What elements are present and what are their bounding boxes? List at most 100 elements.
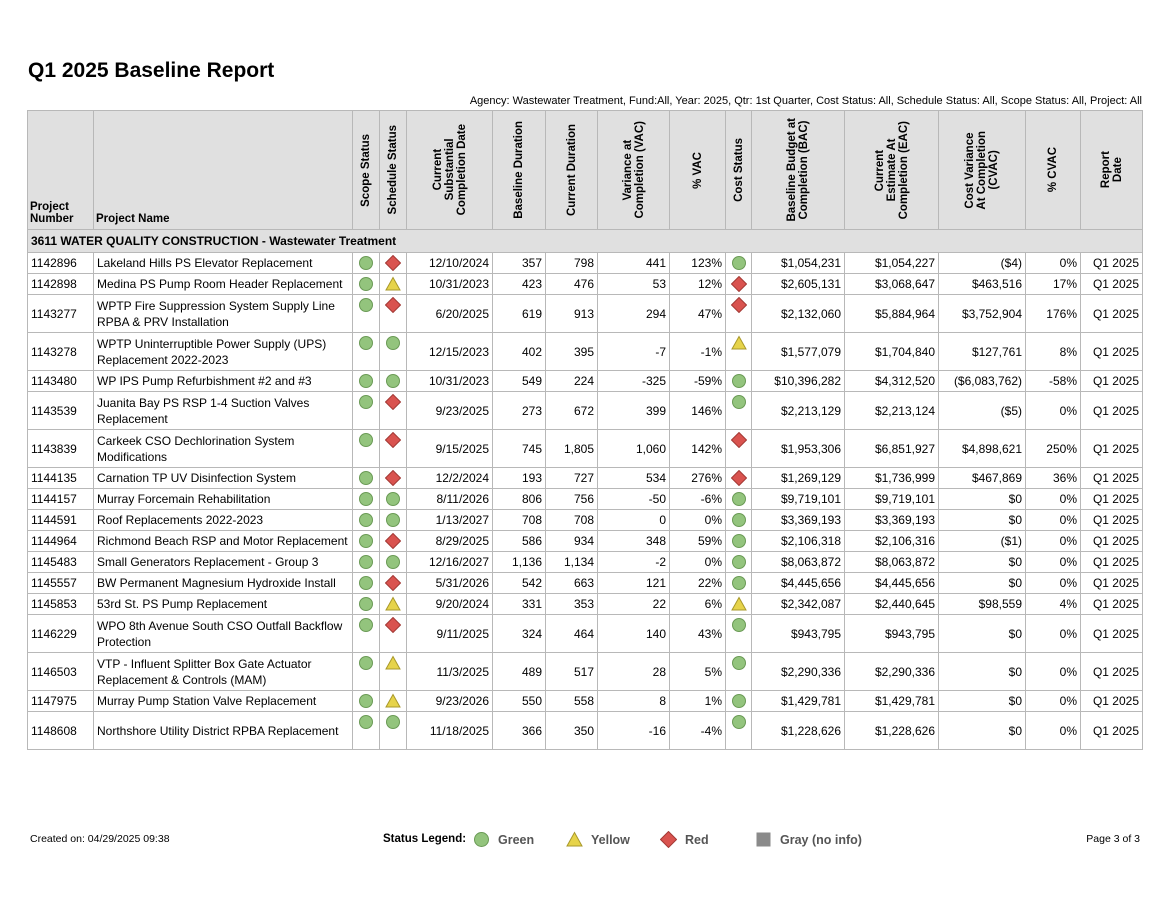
table-cell: $1,228,626 <box>751 711 845 750</box>
status-cell <box>352 273 380 295</box>
table-cell: ($5) <box>938 391 1026 430</box>
status-icon <box>359 395 373 409</box>
status-cell <box>352 572 380 594</box>
table-cell: -325 <box>597 370 670 392</box>
table-cell: 123% <box>669 252 726 274</box>
column-header: Current Duration <box>545 110 598 230</box>
status-icon <box>386 715 400 729</box>
header-line: Current Duration <box>565 124 578 216</box>
table-cell: $6,851,927 <box>844 429 939 468</box>
table-cell: 0% <box>1025 509 1081 531</box>
header-line: Date <box>1111 157 1124 183</box>
table-cell: 9/11/2025 <box>406 614 493 653</box>
table-cell: $2,213,124 <box>844 391 939 430</box>
table-cell: 0% <box>1025 572 1081 594</box>
table-cell: 619 <box>492 294 546 333</box>
table-cell: 9/23/2025 <box>406 391 493 430</box>
table-cell: 0% <box>1025 530 1081 552</box>
table-cell: 550 <box>492 690 546 712</box>
status-icon <box>359 256 373 270</box>
table-cell: $3,752,904 <box>938 294 1026 333</box>
legend-icon <box>755 831 772 851</box>
status-cell <box>725 509 752 531</box>
column-header: Project Number <box>27 110 94 230</box>
header-line: Current <box>873 149 886 191</box>
status-icon <box>359 433 373 447</box>
table-cell: 1% <box>669 690 726 712</box>
status-cell <box>379 509 407 531</box>
table-cell: $0 <box>938 690 1026 712</box>
table-cell: 1142898 <box>27 273 94 295</box>
header-line: Substantial <box>443 139 456 201</box>
status-icon <box>756 832 771 847</box>
table-cell: 146% <box>669 391 726 430</box>
table-cell: $1,704,840 <box>844 332 939 371</box>
table-cell: Q1 2025 <box>1080 551 1143 573</box>
status-cell <box>725 593 752 615</box>
table-cell: $1,054,227 <box>844 252 939 274</box>
table-cell: -58% <box>1025 370 1081 392</box>
table-cell: 11/3/2025 <box>406 652 493 691</box>
table-cell: $9,719,101 <box>844 488 939 510</box>
table-row: 1145853 53rd St. PS Pump Replacement 9/20/… <box>27 593 1143 615</box>
table-cell: 558 <box>545 690 598 712</box>
table-cell: 0% <box>1025 391 1081 430</box>
table-cell: Q1 2025 <box>1080 509 1143 531</box>
table-cell: 250% <box>1025 429 1081 468</box>
table-cell: 350 <box>545 711 598 750</box>
table-cell: $4,445,656 <box>844 572 939 594</box>
table-cell: Murray Forcemain Rehabilitation <box>93 488 353 510</box>
legend-label: Yellow <box>591 833 630 847</box>
table-row: 1142896 Lakeland Hills PS Elevator Replac… <box>27 252 1143 274</box>
header-line: Baseline Duration <box>513 121 525 219</box>
status-cell <box>379 370 407 392</box>
table-cell: -59% <box>669 370 726 392</box>
table-cell: $0 <box>938 711 1026 750</box>
table-cell: WPO 8th Avenue South CSO Outfall Backflo… <box>93 614 353 653</box>
status-cell <box>725 652 752 691</box>
table-cell: 224 <box>545 370 598 392</box>
table-cell: 1/13/2027 <box>406 509 493 531</box>
table-cell: $8,063,872 <box>751 551 845 573</box>
table-cell: $0 <box>938 614 1026 653</box>
header-line: Number <box>30 213 74 225</box>
legend-label: Green <box>498 833 535 847</box>
table-cell: 5% <box>669 652 726 691</box>
table-cell: 423 <box>492 273 546 295</box>
header-line: (CVAC) <box>988 150 1000 190</box>
table-cell: 1143539 <box>27 391 94 430</box>
column-header: % VAC <box>669 110 726 230</box>
status-icon <box>359 597 373 611</box>
status-cell <box>352 294 380 333</box>
table-row: 1145557 BW Permanent Magnesium Hydroxide … <box>27 572 1143 594</box>
status-cell <box>725 488 752 510</box>
table-cell: 1144135 <box>27 467 94 489</box>
table-row: 1142898 Medina PS Pump Room Header Replac… <box>27 273 1143 295</box>
table-cell: 663 <box>545 572 598 594</box>
header-row: Project Number Project Name Scope Status Sch… <box>27 110 1143 230</box>
status-cell <box>379 690 407 712</box>
table-cell: 53 <box>597 273 670 295</box>
table-cell: 331 <box>492 593 546 615</box>
status-icon <box>359 656 373 670</box>
table-cell: 12/2/2024 <box>406 467 493 489</box>
table-cell: 1,136 <box>492 551 546 573</box>
created-on: Created on: 04/29/2025 09:38 <box>30 833 170 845</box>
status-icon <box>730 276 747 292</box>
status-cell <box>379 551 407 573</box>
status-cell <box>379 467 407 489</box>
header-text: Cost Variance At Completion (CVAC) <box>964 131 1000 210</box>
legend-icon <box>566 831 583 851</box>
table-cell: $0 <box>938 488 1026 510</box>
status-icon <box>359 555 373 569</box>
table-cell: 542 <box>492 572 546 594</box>
table-cell: ($6,083,762) <box>938 370 1026 392</box>
table-cell: 1145557 <box>27 572 94 594</box>
status-cell <box>352 467 380 489</box>
table-cell: $2,440,645 <box>844 593 939 615</box>
table-cell: $3,068,647 <box>844 273 939 295</box>
table-cell: $463,516 <box>938 273 1026 295</box>
status-cell <box>379 294 407 333</box>
status-icon <box>385 596 401 611</box>
header-line: Cost Status <box>732 138 745 202</box>
